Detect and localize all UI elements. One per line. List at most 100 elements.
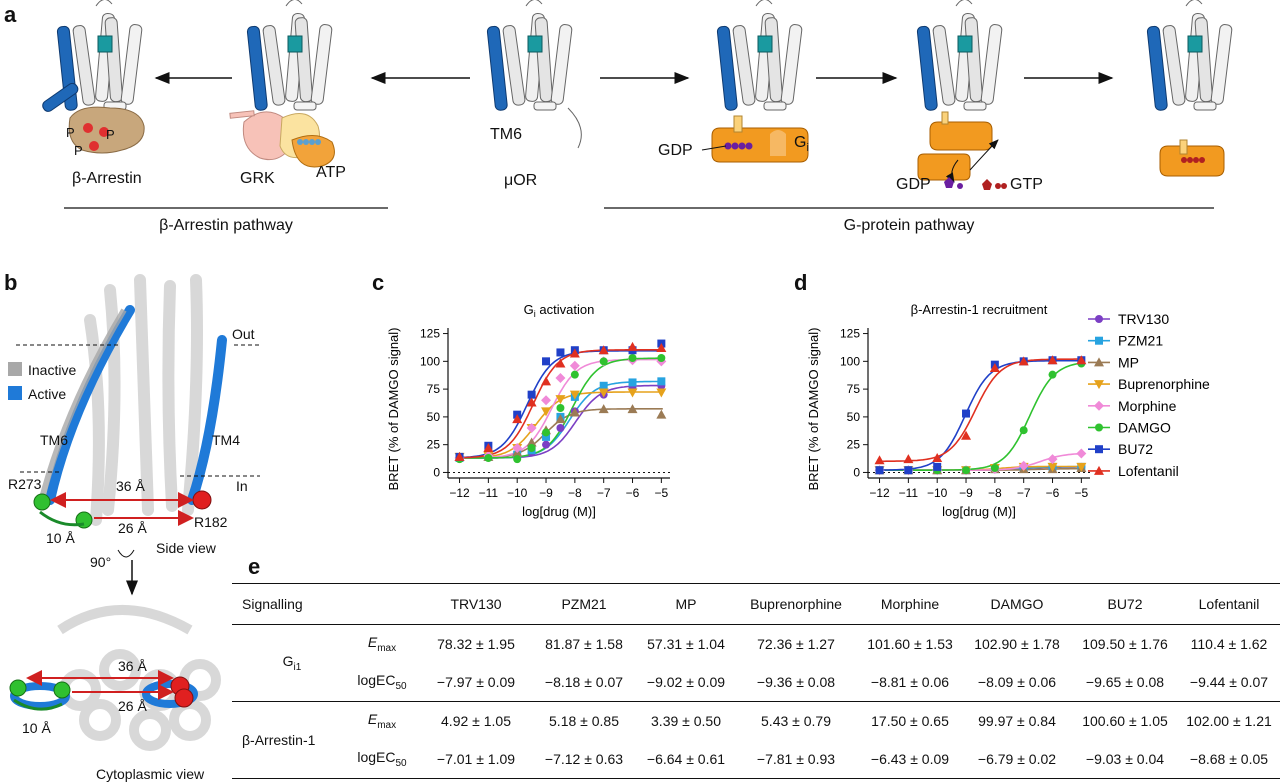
data-point (483, 443, 494, 452)
chart-gi-activation: Gi activation 0 25 50 75 100 125 −12 −11 −10 −9 −8 −… (386, 302, 670, 519)
legend-label-mp: MP (1118, 354, 1139, 370)
value-cell: 3.39 ± 0.50 (651, 713, 721, 729)
series-damgo (455, 354, 666, 464)
data-point (526, 437, 537, 447)
data-point (989, 363, 1000, 372)
x-tick-label: −9 (539, 486, 553, 500)
data-point (527, 390, 536, 399)
x-tick-label: −10 (927, 486, 948, 500)
panel-e-label: e (248, 554, 261, 579)
value-cell: 72.36 ± 1.27 (757, 636, 835, 652)
chart-title: Gi activation (524, 302, 595, 319)
legend-label-trv130: TRV130 (1118, 311, 1169, 327)
grk-label: GRK (240, 170, 275, 187)
receptor-mor (486, 0, 573, 112)
group-name: Gi1 (232, 624, 342, 702)
x-tick-label: −7 (597, 486, 611, 500)
data-point (541, 395, 552, 406)
y-tick-label: 125 (840, 327, 860, 341)
tm6-label: TM6 (40, 432, 68, 448)
legend-marker (1095, 445, 1103, 454)
data-point (903, 454, 914, 464)
header-cell: PZM21 (530, 584, 638, 625)
receptor-exchange (916, 0, 1003, 112)
series-lofentanil (454, 341, 667, 461)
x-tick-label: −6 (626, 486, 640, 500)
value-cell: −9.65 ± 0.08 (1072, 663, 1178, 702)
x-tick-label: −12 (869, 486, 890, 500)
data-point (628, 378, 637, 387)
data-point (541, 407, 552, 417)
legend-label-damgo: DAMGO (1118, 420, 1171, 436)
data-point (526, 423, 537, 433)
data-point (1047, 355, 1058, 365)
param-name: logEC50 (342, 663, 422, 702)
fit-curve-damgo (878, 362, 1083, 471)
y-tick-label: 25 (427, 438, 441, 452)
panel-d-label: d (794, 270, 808, 295)
value-cell: −9.02 ± 0.09 (638, 663, 734, 702)
phospho-label: P (66, 125, 75, 140)
value-cell: −7.81 ± 0.93 (734, 740, 858, 779)
distance-label: 10 Å (46, 530, 75, 546)
data-point (962, 409, 971, 418)
header-cell: DAMGO (962, 584, 1072, 625)
legend-label-pzm21: PZM21 (1118, 333, 1163, 349)
gtp-label: GTP (1010, 176, 1043, 193)
header-cell: Lofentanil (1178, 584, 1280, 625)
y-tick-label: 100 (420, 354, 440, 368)
data-point (542, 357, 551, 366)
data-point (874, 455, 885, 465)
legend-label-bu72: BU72 (1118, 441, 1153, 457)
y-tick-label: 25 (847, 438, 861, 452)
header-cell: BU72 (1072, 584, 1178, 625)
param-name: logEC50 (342, 740, 422, 779)
receptor-gdp (716, 0, 803, 112)
gdp2-label: GDP (896, 176, 931, 193)
data-point (513, 455, 522, 464)
data-point (1048, 370, 1057, 379)
r273-label: R273 (8, 476, 42, 492)
receptor-arrestin (42, 0, 143, 112)
x-axis-label: log[drug (M)] (522, 504, 596, 519)
table-row: logEC50 −7.01 ± 1.09 −7.12 ± 0.63 −6.64 ± 0… (232, 740, 1280, 779)
y-tick-label: 100 (840, 354, 860, 368)
table-row: β-Arrestin-1 Emax 4.92 ± 1.05 5.18 ± 0.85 3.… (232, 701, 1280, 779)
x-tick-label: −10 (507, 486, 528, 500)
data-point (512, 414, 523, 424)
data-point (627, 388, 638, 398)
legend-swatch-inactive (8, 362, 22, 376)
param-name: Emax (367, 711, 397, 731)
data-point (599, 357, 608, 366)
x-tick-label: −7 (1017, 486, 1031, 500)
data-point (599, 381, 608, 390)
chart-title: β-Arrestin-1 recruitment (911, 302, 1048, 317)
y-axis-label: BRET (% of DAMGO signal) (386, 327, 401, 490)
x-tick-label: −8 (988, 486, 1002, 500)
data-point (628, 354, 637, 362)
series-lofentanil (874, 355, 1087, 465)
panel-a-diagram (42, 0, 1233, 209)
data-point (570, 370, 579, 379)
data-point (569, 407, 580, 417)
distance-label: 26 Å (118, 520, 147, 536)
out-label: Out (232, 326, 255, 342)
receptor-label: μOR (504, 172, 538, 189)
phospho-label: P (74, 143, 83, 158)
distance-label: 36 Å (116, 478, 145, 494)
data-point (598, 404, 609, 414)
x-tick-label: −5 (1075, 486, 1089, 500)
panel-b-label: b (4, 270, 18, 295)
data-point (657, 354, 666, 362)
legend-marker (1095, 315, 1103, 323)
data-point (569, 348, 580, 358)
header-cell: TRV130 (422, 584, 530, 625)
value-cell: −7.12 ± 0.63 (530, 740, 638, 779)
tm4-label: TM4 (212, 432, 240, 448)
y-tick-label: 50 (847, 410, 861, 424)
data-point (556, 424, 565, 432)
data-point (1076, 355, 1087, 365)
cyto-view-label: Cytoplasmic view (96, 766, 205, 782)
tm6-label: TM6 (490, 126, 522, 143)
value-cell: −9.36 ± 0.08 (734, 663, 858, 702)
